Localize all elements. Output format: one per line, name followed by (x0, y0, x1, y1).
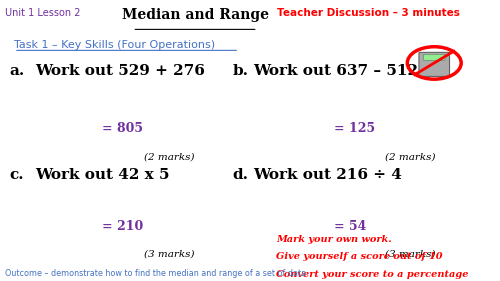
Text: Work out 42 x 5: Work out 42 x 5 (35, 168, 170, 182)
Text: = 805: = 805 (102, 122, 143, 135)
Text: = 54: = 54 (334, 220, 367, 233)
Text: Give yourself a score out of 10: Give yourself a score out of 10 (276, 252, 443, 261)
Text: Task 1 – Key Skills (Four Operations): Task 1 – Key Skills (Four Operations) (14, 40, 215, 50)
Text: Median and Range: Median and Range (122, 8, 268, 22)
Text: Work out 529 + 276: Work out 529 + 276 (35, 64, 204, 78)
Text: (2 marks): (2 marks) (144, 153, 194, 162)
Text: d.: d. (232, 168, 248, 182)
FancyBboxPatch shape (424, 54, 445, 60)
Text: a.: a. (10, 64, 24, 78)
Text: (2 marks): (2 marks) (386, 153, 436, 162)
Text: Outcome – demonstrate how to find the median and range of a set of data: Outcome – demonstrate how to find the me… (4, 269, 306, 278)
Text: Teacher Discussion – 3 minutes: Teacher Discussion – 3 minutes (277, 8, 460, 18)
Text: (3 marks): (3 marks) (386, 250, 436, 259)
Text: Convert your score to a percentage: Convert your score to a percentage (276, 270, 469, 279)
Text: = 125: = 125 (334, 122, 376, 135)
Text: Work out 216 ÷ 4: Work out 216 ÷ 4 (253, 168, 402, 182)
Text: c.: c. (10, 168, 24, 182)
Text: Work out 637 – 512: Work out 637 – 512 (253, 64, 418, 78)
Text: Mark your own work.: Mark your own work. (276, 235, 392, 244)
Text: Unit 1 Lesson 2: Unit 1 Lesson 2 (4, 8, 80, 18)
Text: = 210: = 210 (102, 220, 144, 233)
Text: (3 marks): (3 marks) (144, 250, 194, 259)
Text: b.: b. (232, 64, 248, 78)
FancyBboxPatch shape (419, 52, 450, 76)
